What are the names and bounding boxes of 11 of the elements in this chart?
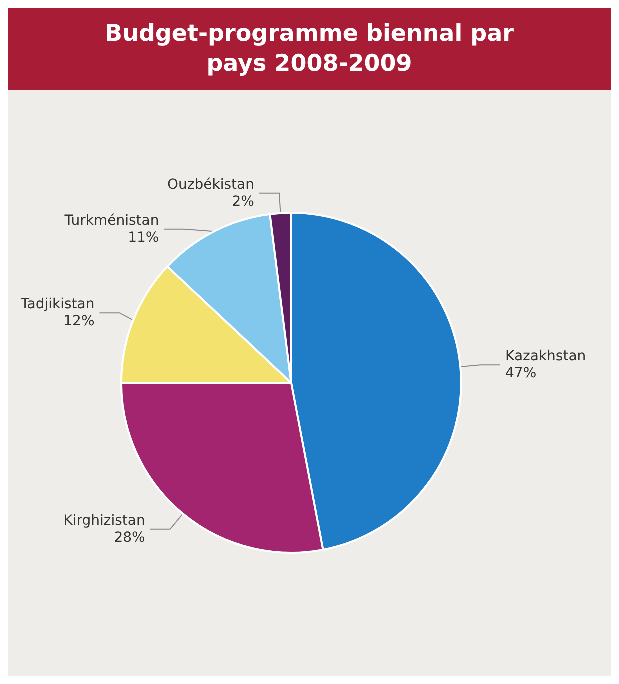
data-label: 2% xyxy=(232,194,254,210)
slice-label: Kirghizistan xyxy=(64,512,146,529)
chart-title: Budget-programme biennal par pays 2008-2009 xyxy=(104,20,515,79)
slice-label: Tadjikistan xyxy=(20,296,95,313)
data-label: 28% xyxy=(114,530,146,546)
data-label: 12% xyxy=(64,314,95,330)
data-label: 11% xyxy=(128,230,160,246)
slice-label: Ouzbékistan xyxy=(168,176,254,193)
slice-label: Kazakhstan xyxy=(506,348,586,365)
data-label: 47% xyxy=(506,366,537,382)
slice-label: Turkménistan xyxy=(64,212,160,229)
